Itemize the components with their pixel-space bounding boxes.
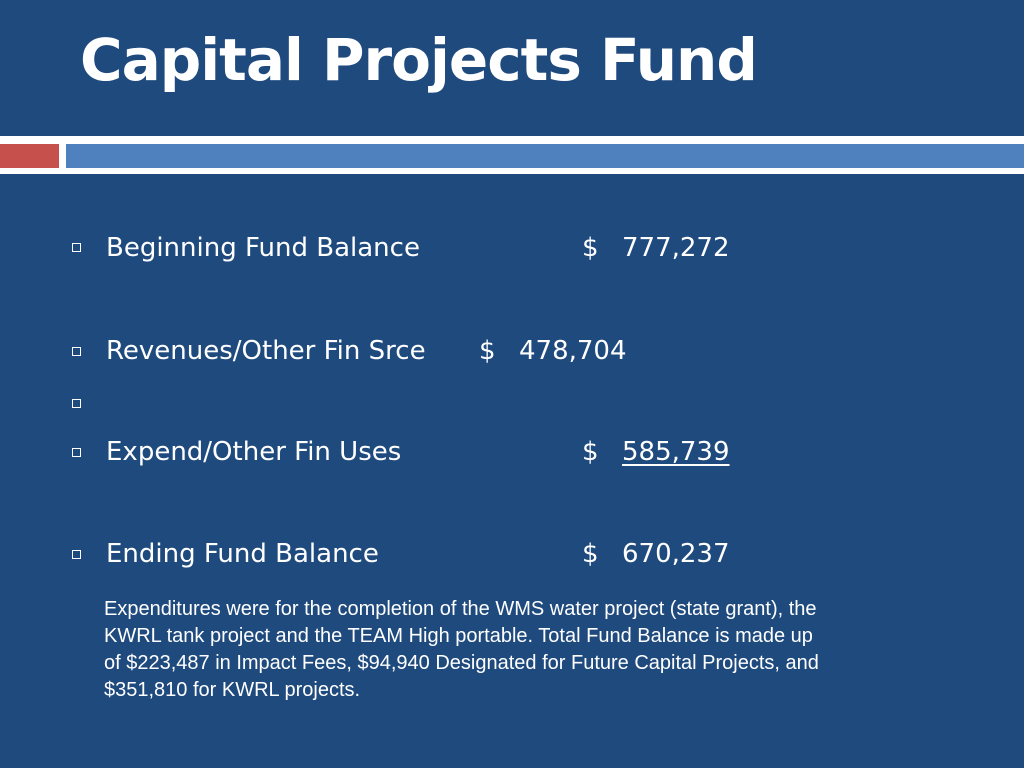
fund-balance-note: Expenditures were for the completion of …: [104, 598, 819, 701]
ending-balance-label: Ending Fund Balance: [106, 539, 379, 569]
bullet-icon: [72, 347, 81, 356]
ending-balance-currency: $: [582, 539, 599, 569]
beginning-balance-label: Beginning Fund Balance: [106, 233, 420, 263]
expenditures-currency: $: [582, 437, 599, 467]
divider-accent-blue: [66, 144, 1024, 168]
expenditures-amount: 585,739: [622, 437, 730, 467]
bullet-icon: [72, 243, 81, 252]
beginning-balance-amount: 777,272: [622, 233, 730, 263]
expenditures-label: Expend/Other Fin Uses: [106, 437, 402, 467]
bullet-icon: [72, 550, 81, 559]
bullet-icon: [72, 399, 81, 408]
revenues-label: Revenues/Other Fin Srce: [106, 336, 426, 366]
bullet-icon: [72, 448, 81, 457]
ending-balance-amount: 670,237: [622, 539, 730, 569]
revenues-amount: 478,704: [519, 336, 627, 366]
divider-accent-red: [0, 144, 59, 168]
slide-title: Capital Projects Fund: [80, 26, 758, 94]
beginning-balance-currency: $: [582, 233, 599, 263]
revenues-currency: $: [479, 336, 496, 366]
